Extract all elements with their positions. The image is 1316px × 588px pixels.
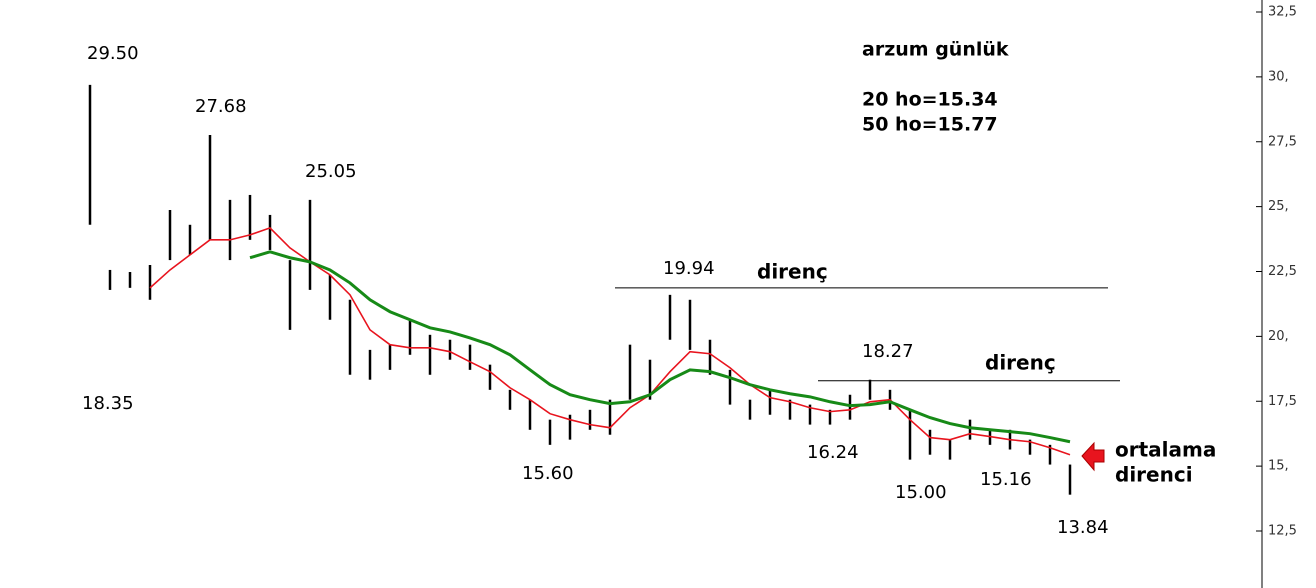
info-text: 20 ho=15.34: [862, 89, 998, 111]
label-text: direnç: [985, 351, 1056, 375]
y-tick-label: 20,: [1268, 329, 1289, 344]
price-annotation: 15.16: [980, 469, 1032, 490]
y-tick-label: 17,5: [1268, 394, 1297, 409]
moving-average: [149, 226, 1071, 456]
y-tick-label: 30,: [1268, 69, 1289, 84]
price-annotation: 18.27: [862, 341, 914, 362]
price-annotation: 18.35: [82, 393, 134, 414]
y-tick-label: 32,5: [1268, 5, 1297, 20]
price-annotation: 27.68: [195, 96, 247, 117]
y-tick-label: 27,5: [1268, 134, 1297, 149]
info-text: arzum günlük: [862, 39, 1009, 61]
label-text: direnci: [1115, 463, 1193, 487]
y-tick-label: 22,5: [1268, 264, 1297, 279]
arrow: [1081, 441, 1105, 472]
y-tick-label: 25,: [1268, 199, 1289, 214]
price-annotation: 15.00: [895, 482, 947, 503]
label-text: direnç: [757, 260, 828, 284]
price-annotation: 16.24: [807, 442, 859, 463]
price-annotation: 13.84: [1057, 517, 1109, 538]
label-text: ortalama: [1115, 438, 1216, 462]
y-tick-label: 15,: [1268, 459, 1289, 474]
info-text: 50 ho=15.77: [862, 114, 998, 136]
price-annotation: 25.05: [305, 161, 357, 182]
price-annotation: 29.50: [87, 43, 139, 64]
price-annotation: 15.60: [522, 463, 574, 484]
price-annotation: 19.94: [663, 258, 715, 279]
moving-average: [249, 250, 1071, 444]
y-tick-label: 12,5: [1268, 524, 1297, 539]
